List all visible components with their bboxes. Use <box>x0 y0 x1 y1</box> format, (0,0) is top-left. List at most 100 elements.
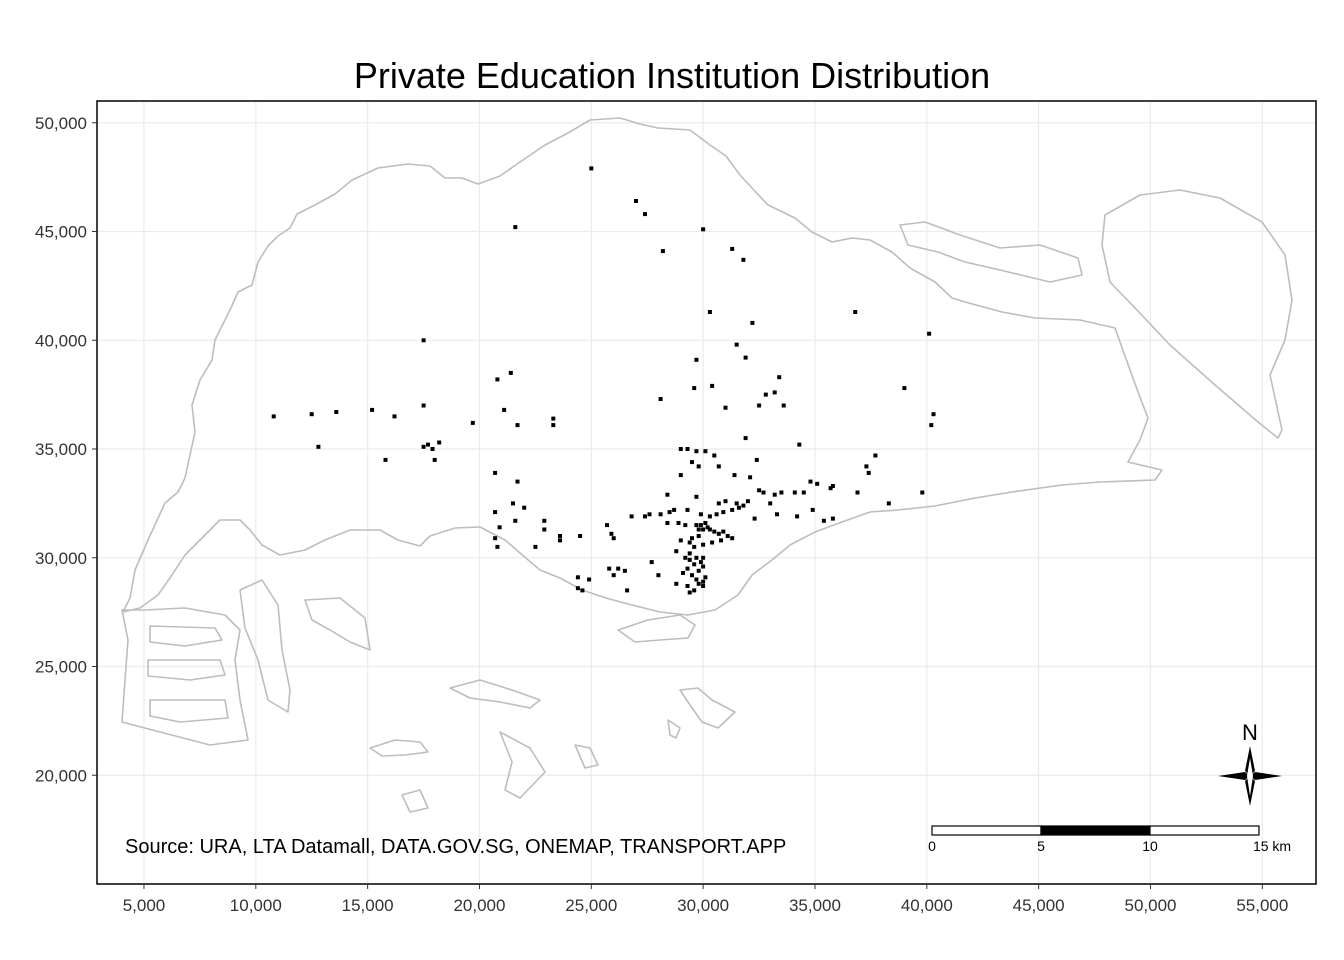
institution-point <box>658 512 663 517</box>
x-tick-label: 10,000 <box>230 896 282 915</box>
institution-point <box>821 518 826 523</box>
institution-point <box>692 562 697 567</box>
institution-point <box>810 507 815 512</box>
pulau-tekong-coastline <box>1101 189 1293 439</box>
chart-title: Private Education Institution Distributi… <box>354 55 990 96</box>
institution-point <box>392 414 397 419</box>
institution-point <box>649 560 654 565</box>
institution-point <box>587 577 592 582</box>
institution-point <box>421 403 426 408</box>
scale-segment-3 <box>1149 825 1260 836</box>
institution-point <box>271 414 276 419</box>
institution-point <box>589 166 594 171</box>
institution-point <box>710 540 715 545</box>
institution-point <box>685 507 690 512</box>
x-tick-label: 45,000 <box>1013 896 1065 915</box>
y-axis-ticks: 20,000 25,000 30,000 35,000 40,000 45,000 50,0… <box>35 114 97 785</box>
institution-point <box>736 505 741 510</box>
institution-point <box>687 557 692 562</box>
institution-point <box>710 383 715 388</box>
institution-point <box>611 573 616 578</box>
scale-label-15-km: 15 km <box>1253 838 1291 854</box>
institution-point <box>866 470 871 475</box>
institution-point <box>719 538 723 543</box>
institution-point <box>694 494 699 499</box>
y-tick-label: 30,000 <box>35 549 87 568</box>
institution-point <box>676 521 681 525</box>
institution-point <box>690 460 694 465</box>
x-tick-label: 50,000 <box>1124 896 1176 915</box>
institution-point <box>701 564 706 569</box>
institution-point <box>578 534 583 538</box>
institution-point <box>685 566 690 571</box>
scale-segment-2 <box>1040 825 1151 836</box>
institution-point <box>665 521 670 525</box>
institution-point <box>690 573 694 578</box>
institution-point <box>748 475 753 480</box>
institution-point <box>931 412 936 417</box>
institution-point <box>432 457 437 462</box>
institution-point <box>712 453 717 458</box>
institution-point <box>692 588 697 593</box>
institution-point <box>685 584 690 588</box>
institution-point <box>687 590 692 595</box>
north-arrow: N <box>1218 720 1282 806</box>
institution-point <box>714 512 719 517</box>
institution-point <box>701 579 706 584</box>
institution-point <box>701 584 706 588</box>
institution-point <box>703 575 708 580</box>
institution-point <box>309 412 314 417</box>
institution-point <box>611 536 616 541</box>
institution-point <box>685 447 690 451</box>
institution-point <box>757 403 762 408</box>
institution-point <box>701 542 706 547</box>
institution-point <box>772 492 777 497</box>
institution-point <box>515 479 520 484</box>
institution-point <box>513 518 518 523</box>
institution-point <box>716 531 721 536</box>
institution-point <box>694 555 699 560</box>
institution-point <box>370 407 375 412</box>
institution-point <box>575 586 580 591</box>
institution-point <box>721 529 726 534</box>
institution-point <box>734 501 739 506</box>
institution-point <box>558 538 562 543</box>
institution-point <box>781 403 786 408</box>
institution-point <box>768 501 773 506</box>
institution-point <box>830 516 835 521</box>
institution-point <box>698 560 703 565</box>
institution-point <box>696 527 701 532</box>
panel-border <box>96 100 1317 885</box>
institution-point <box>605 523 609 528</box>
institution-point <box>647 512 652 517</box>
institution-point <box>678 473 683 478</box>
institution-point <box>864 464 869 469</box>
institution-point <box>698 523 703 528</box>
institution-point <box>743 355 748 360</box>
institution-point <box>616 566 621 571</box>
institution-point <box>656 573 661 578</box>
institution-point <box>609 531 614 536</box>
jurong-island-coastline <box>121 607 249 746</box>
institution-point <box>493 510 498 515</box>
scale-segment-1 <box>931 825 1042 836</box>
institution-point <box>692 544 697 549</box>
institution-point <box>743 436 748 441</box>
institution-point <box>815 481 820 486</box>
institution-point <box>741 257 746 262</box>
institution-point <box>607 566 612 571</box>
x-tick-label: 55,000 <box>1236 896 1288 915</box>
institution-point <box>421 338 426 343</box>
institution-point <box>334 410 339 414</box>
institution-point <box>808 479 813 484</box>
y-tick-label: 20,000 <box>35 766 87 785</box>
institution-point <box>716 464 721 469</box>
institution-point <box>622 568 627 573</box>
institution-point <box>634 199 638 203</box>
institution-point <box>580 588 585 593</box>
mainland-coastline <box>122 117 1163 616</box>
institution-point <box>437 440 442 445</box>
institution-point <box>792 490 797 495</box>
institution-point <box>558 534 562 538</box>
